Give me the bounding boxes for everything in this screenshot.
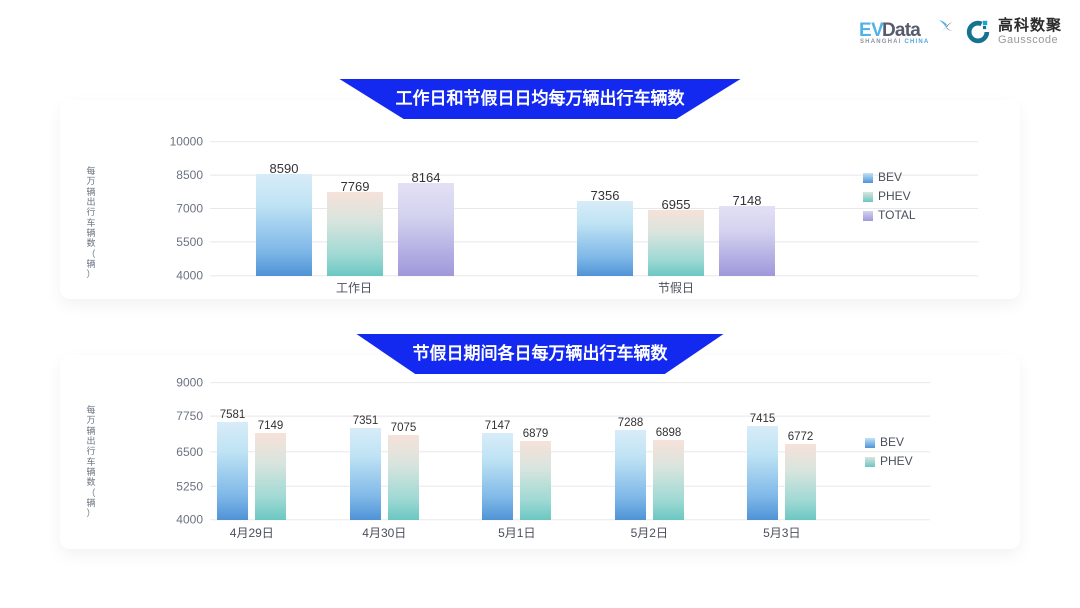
svg-text:4000: 4000 [176, 513, 203, 527]
svg-text:7750: 7750 [176, 409, 203, 423]
svg-text:4000: 4000 [176, 269, 203, 283]
svg-text:5500: 5500 [176, 235, 203, 249]
svg-text:7000: 7000 [176, 202, 203, 216]
svg-text:10000: 10000 [170, 135, 204, 149]
svg-text:5250: 5250 [176, 479, 203, 493]
svg-text:5月3日: 5月3日 [763, 526, 800, 540]
svg-text:节假日: 节假日 [658, 281, 694, 295]
svg-text:工作日: 工作日 [336, 281, 372, 295]
svg-text:5月1日: 5月1日 [498, 526, 535, 540]
svg-text:9000: 9000 [176, 376, 203, 390]
svg-text:8500: 8500 [176, 168, 203, 182]
svg-text:6500: 6500 [176, 445, 203, 459]
svg-text:4月29日: 4月29日 [230, 526, 274, 540]
svg-text:Data: Data [882, 20, 921, 41]
svg-text:EV: EV [859, 20, 884, 41]
svg-text:4月30日: 4月30日 [362, 526, 406, 540]
svg-text:5月2日: 5月2日 [631, 526, 668, 540]
